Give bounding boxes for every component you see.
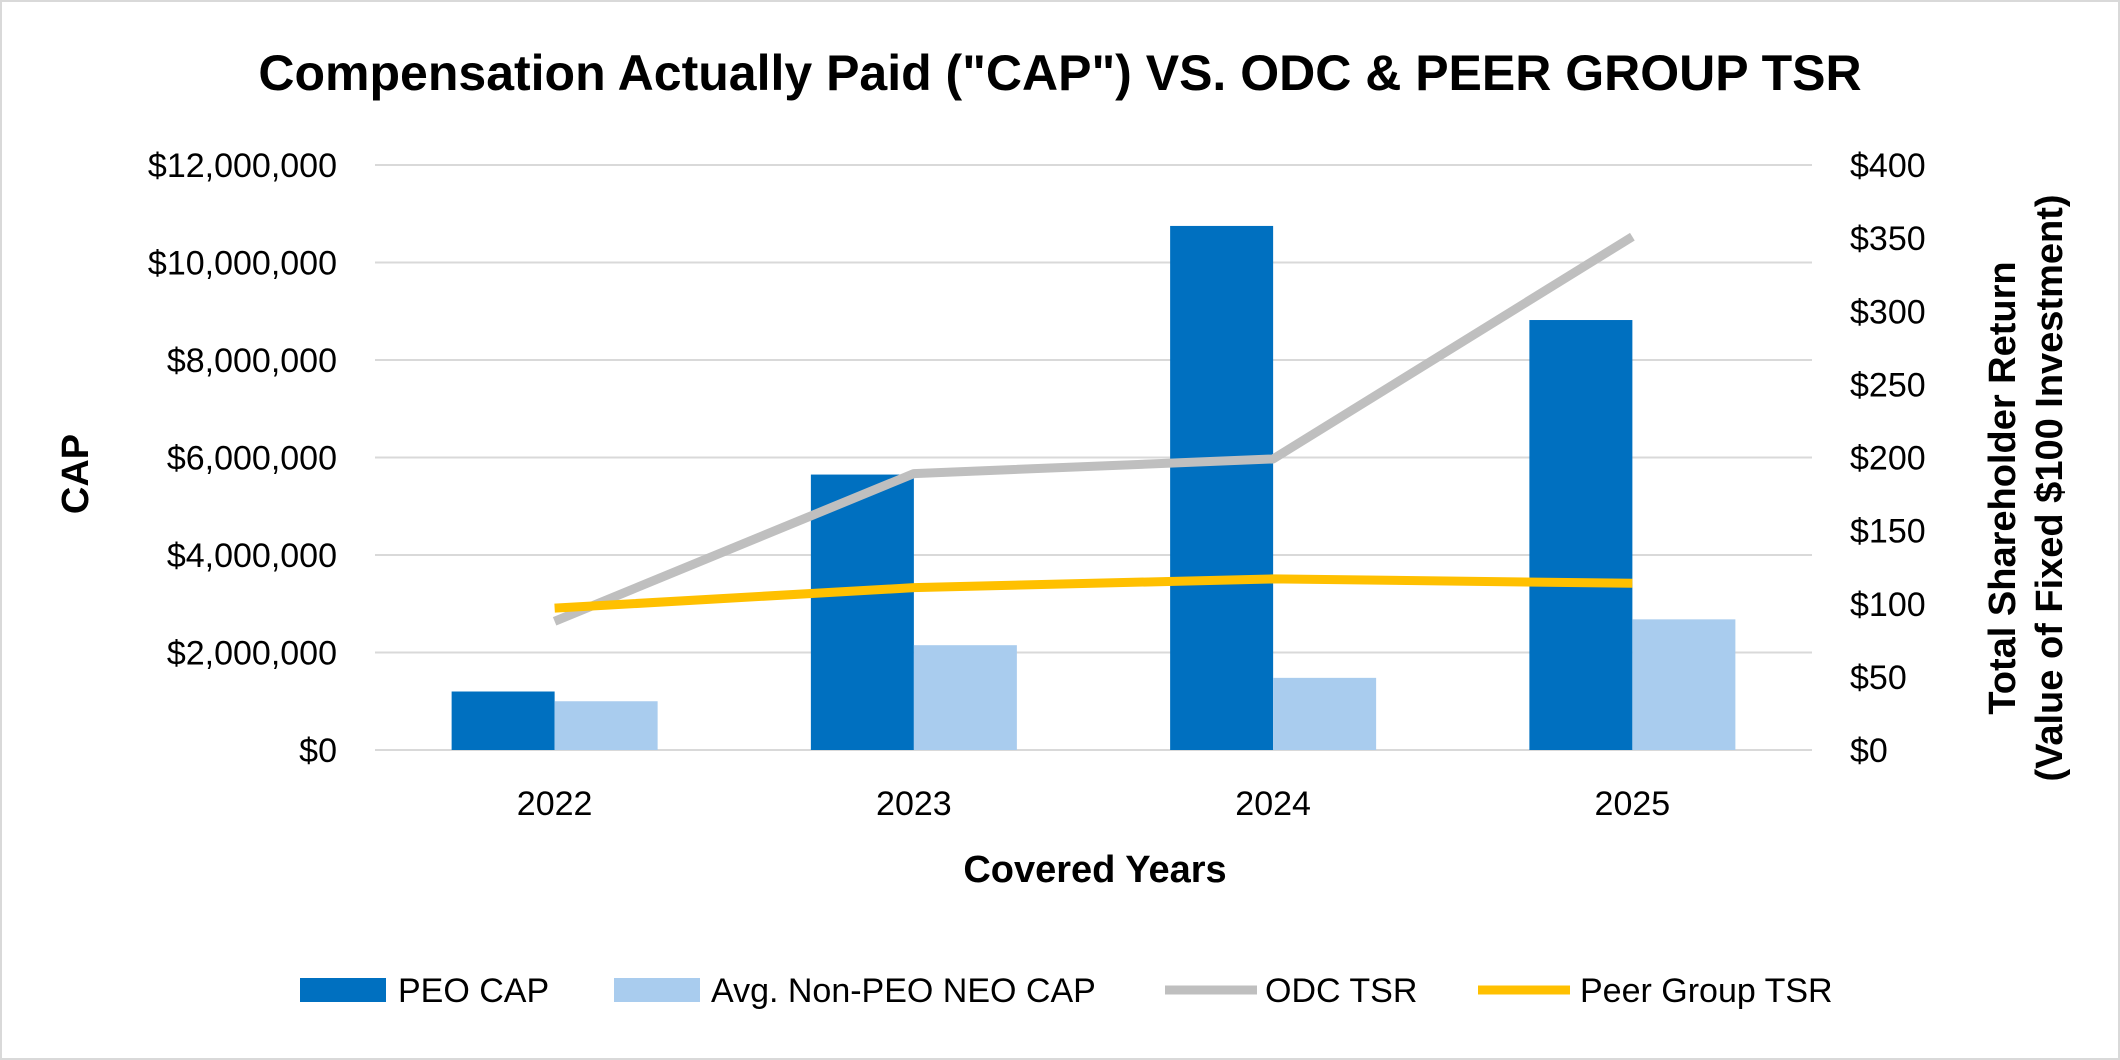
- y-tick-label: $12,000,000: [148, 147, 337, 185]
- y-tick-label: $4,000,000: [167, 537, 337, 575]
- y-tick-label: $6,000,000: [167, 440, 337, 478]
- bar-avg-non-peo-neo-cap: [554, 701, 658, 750]
- right-axis-ticks: $0 $50 $100 $150 $200 $250 $300 $350 $400: [1850, 147, 1926, 770]
- y-right-tick-label: $300: [1850, 293, 1926, 331]
- legend: PEO CAP Avg. Non-PEO NEO CAP ODC TSR Peer G…: [300, 972, 1833, 1010]
- bar-series: [451, 225, 1736, 750]
- bar-avg-non-peo-neo-cap: [1273, 677, 1377, 750]
- bar-avg-non-peo-neo-cap: [913, 645, 1017, 750]
- chart-title: Compensation Actually Paid ("CAP") VS. O…: [258, 45, 1861, 101]
- y-axis-right-title-line2: (Value of Fixed $100 Investment): [2029, 194, 2071, 781]
- y-right-tick-label: $50: [1850, 659, 1907, 697]
- x-tick-label: 2024: [1235, 785, 1311, 823]
- left-axis-ticks: $0 $2,000,000 $4,000,000 $6,000,000 $8,000,0…: [148, 147, 337, 770]
- legend-label-odc-tsr: ODC TSR: [1265, 972, 1417, 1010]
- x-tick-label: 2022: [517, 785, 593, 823]
- bar-peo-cap: [810, 474, 914, 750]
- legend-label-avg-non-peo-neo-cap: Avg. Non-PEO NEO CAP: [711, 972, 1096, 1010]
- line-series: [552, 232, 1635, 626]
- bar-peo-cap: [1170, 225, 1274, 750]
- legend-label-peo-cap: PEO CAP: [398, 972, 549, 1010]
- line-odc-tsr: [552, 232, 1635, 626]
- legend-swatch-avg-non-peo-neo-cap: [614, 978, 700, 1002]
- x-tick-label: 2023: [876, 785, 952, 823]
- y-right-tick-label: $0: [1850, 732, 1888, 770]
- y-right-tick-label: $150: [1850, 513, 1926, 551]
- legend-swatch-peo-cap: [300, 978, 386, 1002]
- y-tick-label: $0: [299, 732, 337, 770]
- y-axis-right-title-line1: Total Shareholder Return: [1982, 261, 2024, 714]
- x-axis-ticks: 2022 2023 2024 2025: [517, 785, 1670, 823]
- y-right-tick-label: $100: [1850, 586, 1926, 624]
- line-peer-group-tsr: [554, 574, 1633, 613]
- y-tick-label: $8,000,000: [167, 342, 337, 380]
- y-tick-label: $10,000,000: [148, 245, 337, 283]
- y-right-tick-label: $400: [1850, 147, 1926, 185]
- y-right-tick-label: $350: [1850, 220, 1926, 258]
- y-right-tick-label: $200: [1850, 440, 1926, 478]
- bar-avg-non-peo-neo-cap: [1632, 619, 1736, 750]
- y-right-tick-label: $250: [1850, 366, 1926, 404]
- bar-peo-cap: [1529, 320, 1633, 750]
- y-tick-label: $2,000,000: [167, 635, 337, 673]
- legend-label-peer-group-tsr: Peer Group TSR: [1580, 972, 1833, 1010]
- bar-peo-cap: [451, 691, 555, 750]
- y-axis-title: CAP: [55, 434, 97, 514]
- x-tick-label: 2025: [1595, 785, 1671, 823]
- x-axis-title: Covered Years: [963, 849, 1226, 891]
